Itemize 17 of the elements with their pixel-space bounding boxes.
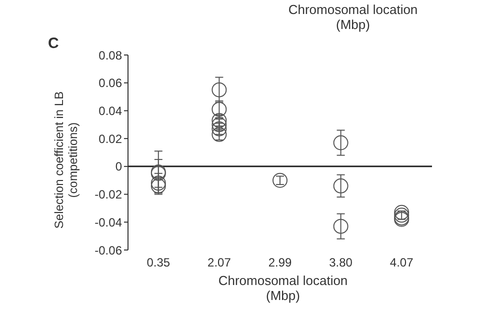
y-tick-label: -0.02	[94, 188, 122, 202]
x-tick-label: 2.07	[208, 256, 232, 270]
x-tick-label: 2.99	[268, 256, 292, 270]
y-tick-label: 0.04	[98, 104, 122, 118]
y-tick-label: 0.02	[98, 132, 122, 146]
y-tick-label: 0	[115, 160, 122, 174]
y-tick-label: 0.08	[98, 48, 122, 62]
y-tick-label: -0.06	[94, 243, 122, 258]
y-axis-title: Selection coefficient in LB (competitions)	[52, 90, 80, 231]
x-tick-label: 0.35	[146, 256, 170, 270]
x-tick-label: 4.07	[390, 256, 414, 270]
y-tick-label: -0.04	[94, 215, 122, 230]
x-tick-label: 3.80	[329, 256, 353, 270]
x-axis-title: Chromosomal location (Mbp)	[217, 273, 349, 303]
text: Chromosomal location (Mbp)	[287, 2, 419, 32]
text: C	[48, 35, 59, 52]
y-tick-label: 0.06	[98, 76, 122, 90]
